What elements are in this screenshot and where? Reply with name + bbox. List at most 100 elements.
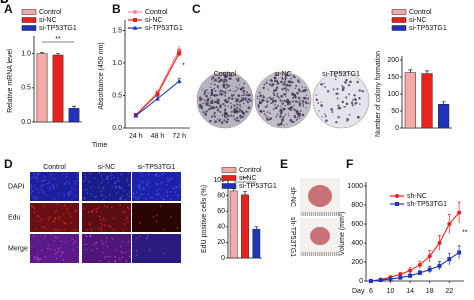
colony [237, 110, 240, 113]
colony [279, 99, 282, 102]
colony [204, 112, 207, 115]
micrograph [30, 203, 79, 232]
colony [359, 103, 361, 105]
cell [158, 188, 160, 191]
colony [208, 108, 211, 111]
colony [315, 94, 317, 96]
colony [288, 114, 290, 117]
colony [216, 118, 219, 120]
y-tick-label: 1.0 [112, 60, 122, 67]
cell [31, 177, 33, 179]
cell [60, 240, 63, 242]
colony [241, 97, 245, 101]
cell [35, 228, 37, 230]
colony [302, 102, 304, 105]
y-tick-label: 0.0 [112, 125, 122, 132]
colony [320, 101, 322, 103]
colony [258, 91, 261, 94]
colony [205, 89, 208, 92]
colony [332, 88, 335, 91]
colony [247, 101, 249, 103]
y-tick-label: 800 [351, 202, 363, 209]
cell [142, 188, 145, 190]
colony [291, 100, 295, 103]
colony [284, 78, 287, 80]
point [368, 279, 373, 283]
colony [296, 79, 300, 82]
legend-label: Control [39, 9, 62, 16]
colony [211, 99, 214, 102]
cell [110, 172, 113, 174]
cell [65, 175, 68, 178]
cell [62, 213, 65, 216]
colony [356, 80, 359, 84]
colony [242, 89, 246, 93]
colony [216, 85, 219, 88]
colony [234, 105, 236, 107]
cell [120, 187, 123, 189]
cell [136, 191, 138, 194]
colony [353, 94, 356, 97]
colony [258, 100, 261, 103]
colony [347, 84, 351, 87]
colony [274, 106, 278, 110]
cell [115, 192, 118, 194]
colony [266, 79, 269, 81]
colony [231, 97, 234, 100]
cell [115, 187, 117, 189]
y-tick-label: 1.5 [112, 27, 122, 34]
colony [225, 83, 228, 86]
cell [89, 234, 91, 236]
colony [236, 98, 239, 102]
colony [237, 87, 240, 89]
cell [101, 224, 103, 227]
colony [350, 101, 354, 105]
cell [127, 240, 130, 243]
colony [307, 97, 310, 100]
colony [214, 115, 217, 118]
colony [349, 80, 352, 84]
colony [261, 99, 265, 102]
cell [146, 235, 149, 237]
colony [266, 111, 269, 114]
colony [298, 99, 301, 102]
cell [38, 215, 41, 218]
y-axis-label: Number of colony formation [375, 51, 382, 137]
colony [330, 108, 333, 111]
y-tick-label: 150 [387, 74, 399, 81]
colony [268, 83, 272, 86]
point [133, 10, 137, 14]
colony [298, 101, 302, 105]
colony [259, 102, 261, 104]
cell [38, 173, 40, 175]
colony [302, 89, 305, 93]
cell [37, 180, 40, 182]
x-axis-label: Time [92, 142, 107, 149]
bar [438, 103, 450, 129]
y-tick-label: 0.0 [21, 119, 31, 126]
bar [404, 72, 416, 129]
colony [202, 111, 205, 114]
bar [36, 53, 48, 123]
cell [114, 185, 117, 187]
cell [55, 184, 58, 187]
colony [243, 113, 246, 116]
point [427, 267, 432, 272]
cell [107, 181, 109, 184]
point [398, 275, 403, 280]
colony [224, 92, 227, 95]
cell [141, 175, 144, 177]
colony [341, 88, 345, 92]
colony [211, 78, 213, 81]
cell [38, 258, 40, 260]
colony [227, 90, 229, 92]
colony [236, 116, 239, 120]
colony [202, 102, 204, 105]
point [417, 270, 422, 275]
cell [139, 235, 141, 238]
tumor [310, 227, 330, 245]
cell [84, 175, 87, 178]
legend-label: si-NC [39, 17, 57, 24]
colony [242, 94, 244, 96]
colony [238, 83, 240, 86]
